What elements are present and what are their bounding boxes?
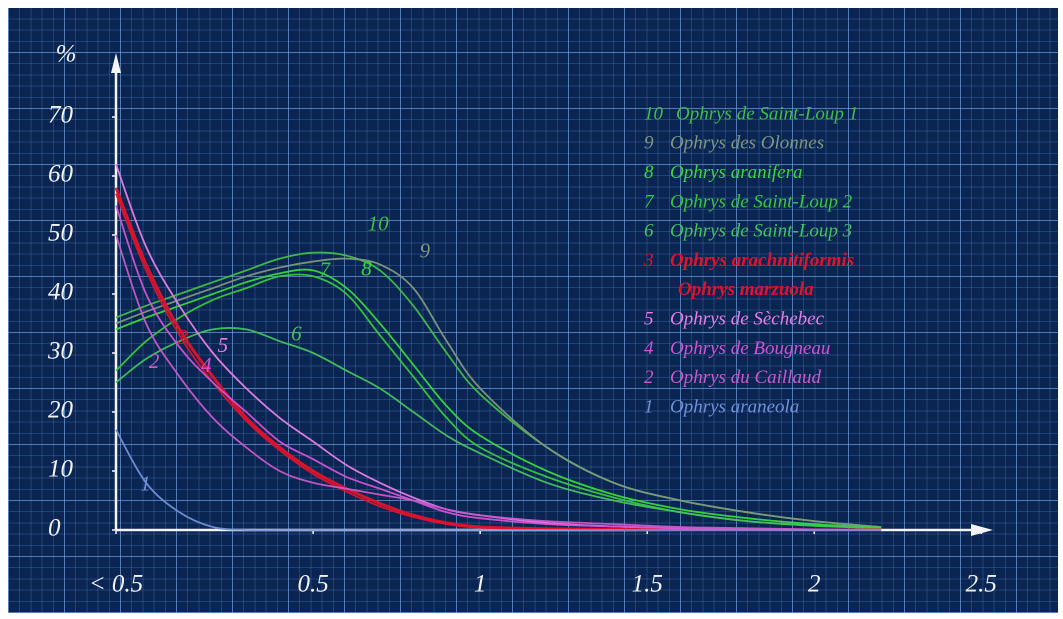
- x-tick-label: < 0.5: [89, 571, 143, 598]
- legend-label: Ophrys des Olonnes: [670, 133, 824, 154]
- curve-label: 8: [361, 257, 372, 281]
- y-tick-label: 60: [48, 161, 74, 188]
- legend-label: Ophrys aranifera: [670, 162, 802, 183]
- curve-label: 1: [140, 472, 151, 496]
- legend-label: Ophrys arachnitiformis: [670, 250, 854, 271]
- curve-label: 9: [420, 239, 431, 263]
- y-tick-label: 40: [48, 279, 74, 306]
- x-tick-label: 2.5: [966, 571, 997, 598]
- series-line: [115, 268, 882, 529]
- series-line: [115, 234, 882, 531]
- y-axis-label: %: [56, 41, 77, 68]
- y-tick-label: 20: [48, 397, 74, 424]
- legend-label: Ophrys araneola: [670, 396, 799, 417]
- y-tick-label: 10: [48, 456, 74, 483]
- legend-number: 9: [644, 133, 654, 154]
- legend-number: 5: [644, 308, 654, 329]
- x-tick-label: 0.5: [297, 571, 328, 598]
- x-tick-label: 2: [808, 571, 821, 598]
- chart-background: % 0 10 20 30 40 50 60 70 < 0.5 0.5 1 1.5 2 2.5 10 10 Oph…: [8, 8, 1058, 613]
- curve-label: 10: [368, 211, 390, 235]
- series-line: [115, 205, 882, 531]
- legend-number: 8: [644, 162, 654, 183]
- legend-label: Ophrys de Saint-Loup 3: [670, 221, 852, 242]
- series-line: [115, 193, 882, 531]
- legend-label: Ophrys du Caillaud: [670, 367, 821, 388]
- legend-label: Ophrys de Bougneau: [670, 338, 830, 359]
- legend-number: 1: [644, 396, 654, 417]
- series-line: [115, 327, 882, 530]
- curve-label: 7: [320, 258, 332, 282]
- legend-number: 10: [644, 103, 664, 124]
- curve-label: 2: [149, 349, 160, 373]
- x-tick-label: 1.5: [632, 571, 663, 598]
- legend-number: 2: [644, 367, 654, 388]
- curve-label: 4: [201, 353, 212, 377]
- curve-label: 5: [218, 333, 229, 357]
- y-tick-label: 0: [48, 515, 61, 542]
- curve-label: 3: [177, 325, 189, 349]
- x-tick-label: 1: [474, 571, 487, 598]
- legend-label: Ophrys de Saint-Loup 1: [676, 103, 858, 124]
- y-tick-label: 30: [47, 338, 74, 365]
- legend-number: 3: [643, 250, 654, 271]
- chart: % 0 10 20 30 40 50 60 70 < 0.5 0.5 1 1.5 2 2.5 10 10 Oph…: [47, 41, 997, 598]
- legend-number: 4: [644, 338, 654, 359]
- series-line: [115, 257, 882, 528]
- legend-number: 6: [644, 221, 654, 242]
- legend-number: 7: [644, 191, 655, 212]
- legend-label: Ophrys de Saint-Loup 2: [670, 191, 853, 212]
- legend-label: Ophrys marzuola: [678, 279, 814, 300]
- legend-label: Ophrys de Sèchebec: [670, 308, 825, 329]
- series-line: [115, 429, 882, 532]
- y-tick-label: 70: [48, 102, 74, 129]
- y-axis-arrow: [111, 53, 121, 73]
- curve-label: 6: [291, 321, 302, 345]
- y-tick-label: 50: [48, 220, 74, 247]
